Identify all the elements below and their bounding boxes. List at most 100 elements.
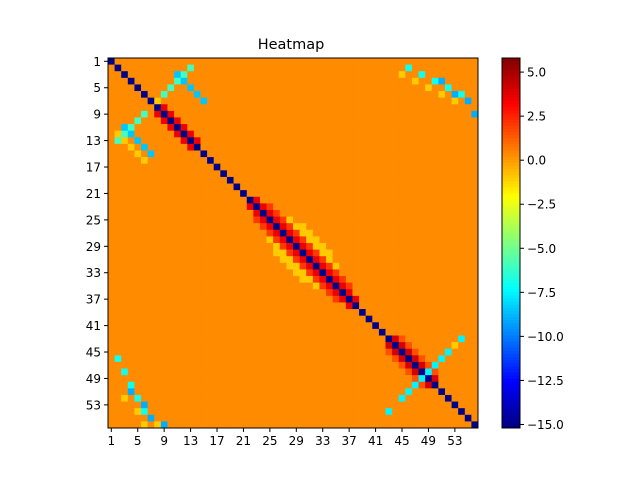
- heatmap-cell: [246, 302, 254, 310]
- heatmap-cell: [411, 295, 419, 303]
- heatmap-cell: [312, 117, 320, 125]
- heatmap-cell: [134, 183, 142, 191]
- heatmap-cell: [193, 143, 201, 151]
- heatmap-cell: [359, 77, 367, 85]
- heatmap-cell: [431, 355, 439, 363]
- heatmap-cell: [464, 322, 472, 330]
- heatmap-cell: [213, 361, 221, 369]
- heatmap-cell: [431, 110, 439, 118]
- heatmap-cell: [286, 209, 294, 217]
- heatmap-cell: [312, 216, 320, 224]
- heatmap-cell: [332, 348, 340, 356]
- heatmap-cell: [339, 150, 347, 158]
- heatmap-cell: [134, 77, 142, 85]
- heatmap-cell: [279, 84, 287, 92]
- heatmap-cell: [385, 348, 393, 356]
- heatmap-cell: [293, 203, 300, 211]
- heatmap-cell: [246, 249, 254, 257]
- heatmap-cell: [233, 361, 241, 369]
- heatmap-cell: [147, 84, 155, 92]
- heatmap-cell: [286, 157, 294, 165]
- heatmap-cell: [114, 249, 122, 257]
- heatmap-cell: [167, 229, 175, 237]
- heatmap-cell: [160, 77, 168, 85]
- heatmap-cell: [187, 124, 195, 132]
- heatmap-cell: [174, 91, 182, 98]
- heatmap-cell: [233, 143, 241, 151]
- heatmap-cell: [365, 315, 373, 323]
- heatmap-cell: [444, 137, 452, 145]
- heatmap-cell: [418, 408, 426, 416]
- heatmap-cell: [365, 401, 373, 409]
- heatmap-cell: [392, 335, 400, 343]
- heatmap-cell: [326, 262, 333, 270]
- heatmap-cell: [233, 315, 241, 323]
- heatmap-cell: [319, 414, 327, 422]
- heatmap-cell: [326, 361, 333, 369]
- heatmap-cell: [108, 243, 115, 250]
- heatmap-cell: [273, 368, 281, 376]
- heatmap-cell: [312, 361, 320, 369]
- heatmap-cell: [471, 394, 479, 402]
- heatmap-cell: [266, 361, 274, 369]
- heatmap-cell: [471, 408, 479, 416]
- heatmap-cell: [141, 256, 148, 264]
- heatmap-cell: [286, 150, 294, 158]
- colorbar-segment: [502, 292, 520, 296]
- heatmap-cell: [279, 223, 287, 231]
- heatmap-cell: [187, 150, 195, 158]
- heatmap-cell: [299, 408, 307, 416]
- heatmap-cell: [312, 71, 320, 79]
- heatmap-cell: [246, 243, 254, 250]
- heatmap-cell: [326, 176, 333, 184]
- heatmap-cell: [345, 150, 353, 158]
- heatmap-cell: [213, 256, 221, 264]
- colorbar-segment: [502, 310, 520, 315]
- heatmap-cell: [332, 64, 340, 72]
- heatmap-cell: [385, 262, 393, 270]
- heatmap-cell: [286, 335, 294, 343]
- heatmap-cell: [418, 269, 426, 277]
- heatmap-cell: [286, 348, 294, 356]
- colorbar-segment: [502, 113, 520, 117]
- heatmap-cell: [121, 322, 129, 330]
- heatmap-cell: [246, 216, 254, 224]
- heatmap-cell: [160, 361, 168, 369]
- heatmap-cell: [372, 243, 380, 250]
- heatmap-cell: [180, 282, 188, 290]
- heatmap-cell: [405, 421, 413, 429]
- heatmap-cell: [114, 269, 122, 277]
- heatmap-cell: [306, 414, 314, 422]
- heatmap-cell: [372, 289, 380, 297]
- heatmap-cell: [299, 315, 307, 323]
- heatmap-cell: [385, 143, 393, 151]
- heatmap-cell: [378, 408, 386, 416]
- heatmap-cell: [141, 309, 148, 317]
- heatmap-cell: [299, 223, 307, 231]
- heatmap-cell: [180, 421, 188, 429]
- heatmap-cell: [319, 183, 327, 191]
- heatmap-cell: [299, 196, 307, 204]
- heatmap-cell: [405, 282, 413, 290]
- heatmap-cell: [306, 335, 314, 343]
- heatmap-cell: [193, 124, 201, 132]
- heatmap-cell: [438, 209, 446, 217]
- heatmap-cell: [438, 249, 446, 257]
- heatmap-cell: [207, 282, 215, 290]
- heatmap-cell: [345, 64, 353, 72]
- heatmap-cell: [398, 381, 406, 389]
- heatmap-cell: [299, 348, 307, 356]
- heatmap-cell: [114, 414, 122, 422]
- heatmap-cell: [398, 262, 406, 270]
- heatmap-cell: [220, 110, 228, 118]
- heatmap-cell: [127, 262, 135, 270]
- heatmap-cell: [319, 97, 327, 105]
- heatmap-cell: [299, 170, 307, 178]
- heatmap-cell: [464, 414, 472, 422]
- heatmap-cell: [213, 355, 221, 363]
- heatmap-cell: [392, 84, 400, 92]
- heatmap-cell: [273, 269, 281, 277]
- heatmap-cell: [220, 388, 228, 396]
- heatmap-cell: [451, 71, 459, 79]
- heatmap-cell: [154, 348, 162, 356]
